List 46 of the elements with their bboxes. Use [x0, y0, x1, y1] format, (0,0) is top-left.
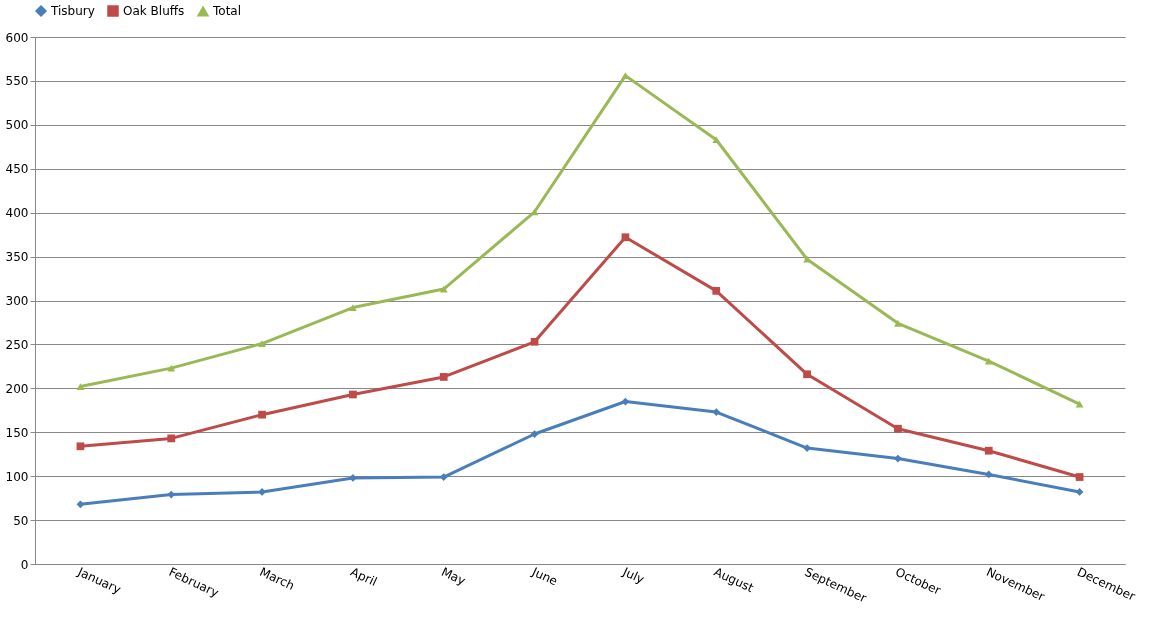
point — [349, 474, 357, 482]
y-tick-label: 0 — [20, 557, 29, 572]
x-tick-label: April — [348, 564, 380, 589]
point — [712, 408, 721, 416]
point — [984, 470, 993, 479]
point — [894, 454, 902, 463]
point — [803, 255, 811, 263]
y-tick-label: 350 — [5, 250, 29, 265]
point — [439, 373, 448, 381]
legend-label: Tisbury — [50, 4, 95, 18]
x-tick-label: June — [529, 564, 560, 589]
x-tick-label: July — [619, 564, 647, 587]
y-tick-label: 600 — [5, 30, 29, 45]
point — [76, 500, 85, 509]
point — [167, 434, 176, 443]
legend-label: Total — [212, 4, 242, 19]
point — [349, 304, 357, 311]
point — [530, 337, 539, 346]
point — [712, 286, 721, 295]
y-tick-label: 500 — [5, 118, 29, 133]
point — [530, 430, 539, 438]
point — [803, 444, 811, 452]
point — [258, 340, 266, 347]
point — [712, 136, 721, 144]
point — [349, 390, 357, 399]
y-tick-label: 150 — [5, 425, 29, 440]
point — [894, 424, 902, 433]
point — [803, 370, 811, 379]
point — [1075, 488, 1084, 496]
point — [1075, 473, 1084, 481]
y-tick-label: 50 — [13, 513, 29, 528]
y-tick-label: 100 — [5, 469, 29, 484]
y-tick-label: 300 — [5, 294, 29, 308]
y-tick-label: 450 — [5, 162, 29, 177]
point — [258, 410, 266, 419]
y-tick-label: 400 — [5, 206, 29, 221]
y-tick-label: 200 — [5, 381, 29, 396]
x-tick-label: May — [439, 564, 468, 588]
legend-label: Oak Bluffs — [123, 4, 185, 18]
point — [894, 319, 902, 327]
point — [984, 446, 993, 455]
y-tick-label: 250 — [5, 337, 29, 352]
point — [76, 442, 85, 451]
point — [76, 383, 85, 390]
point — [621, 233, 630, 242]
y-tick-label: 550 — [5, 74, 29, 89]
